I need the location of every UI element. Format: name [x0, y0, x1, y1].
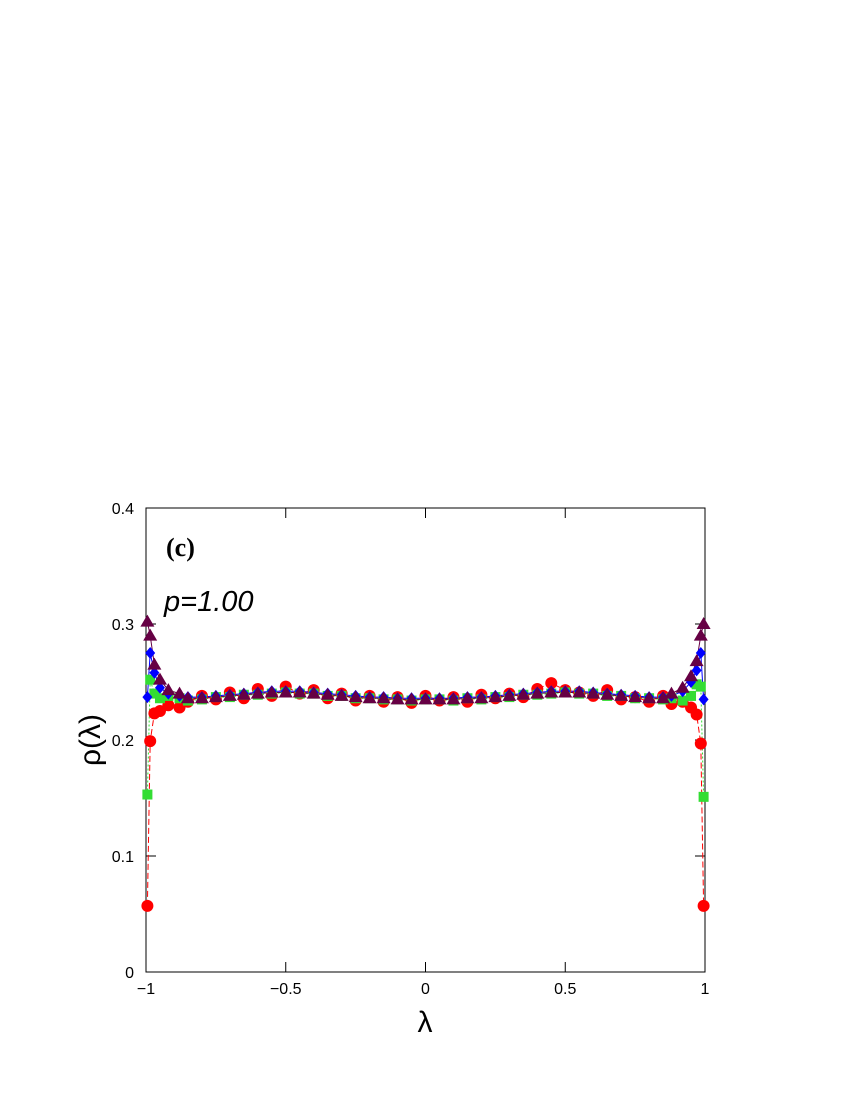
- marker: [614, 688, 629, 701]
- marker: [278, 685, 293, 698]
- marker: [149, 666, 160, 679]
- marker: [250, 686, 265, 699]
- marker: [173, 701, 186, 714]
- marker: [446, 692, 461, 705]
- marker: [675, 680, 690, 693]
- y-axis-label: ρ(λ): [74, 714, 107, 766]
- x-tick-label: 1: [701, 981, 710, 998]
- parameter-label: p=1.00: [163, 586, 254, 618]
- marker: [642, 691, 657, 704]
- y-tick-label: 0.1: [112, 849, 134, 866]
- marker: [154, 693, 165, 704]
- marker: [334, 688, 349, 701]
- marker: [558, 685, 573, 698]
- marker: [162, 699, 175, 712]
- marker: [194, 691, 209, 704]
- marker: [142, 691, 153, 704]
- marker: [143, 628, 158, 641]
- marker: [161, 683, 176, 696]
- marker: [677, 695, 688, 706]
- marker: [145, 647, 156, 659]
- marker: [693, 628, 708, 641]
- marker: [488, 690, 503, 703]
- marker: [689, 654, 704, 667]
- marker: [686, 690, 697, 701]
- marker: [684, 669, 699, 682]
- marker: [292, 685, 307, 698]
- marker: [586, 686, 601, 699]
- marker: [236, 687, 251, 700]
- marker: [153, 705, 166, 717]
- marker: [600, 687, 615, 700]
- marker: [180, 691, 195, 704]
- marker: [572, 685, 587, 698]
- marker: [691, 664, 702, 677]
- marker: [460, 691, 475, 704]
- marker: [694, 737, 707, 750]
- marker: [698, 791, 709, 802]
- marker: [696, 617, 711, 629]
- marker: [474, 691, 489, 704]
- marker: [545, 677, 558, 690]
- panel-label: (c): [166, 533, 195, 562]
- marker: [698, 693, 709, 706]
- marker: [320, 687, 335, 700]
- marker: [432, 692, 447, 705]
- marker: [222, 688, 237, 701]
- marker: [142, 789, 153, 800]
- marker: [628, 690, 643, 703]
- marker: [154, 681, 165, 694]
- x-axis-label: λ: [418, 1006, 433, 1039]
- marker: [145, 674, 156, 685]
- marker: [348, 690, 363, 703]
- x-tick-label: 0: [421, 981, 430, 998]
- marker: [695, 681, 706, 692]
- marker: [516, 687, 531, 700]
- marker: [208, 690, 223, 703]
- y-tick-label: 0.4: [112, 501, 134, 518]
- marker: [418, 692, 433, 705]
- marker: [404, 692, 419, 705]
- marker: [544, 685, 559, 698]
- marker: [697, 899, 710, 912]
- marker: [149, 688, 160, 699]
- marker: [147, 657, 162, 670]
- marker: [695, 647, 706, 659]
- x-tick-label: −1: [137, 981, 155, 998]
- y-tick-label: 0: [125, 965, 134, 982]
- y-tick-label: 0.3: [112, 617, 134, 634]
- marker: [140, 614, 155, 627]
- marker: [152, 672, 167, 685]
- marker: [530, 686, 545, 699]
- marker: [690, 708, 703, 721]
- marker: [664, 686, 679, 699]
- marker: [144, 735, 157, 748]
- marker: [390, 692, 405, 705]
- series-line: [146, 682, 705, 906]
- marker: [264, 685, 279, 698]
- marker: [362, 691, 377, 704]
- marker: [306, 686, 321, 699]
- marker: [376, 691, 391, 704]
- marker: [141, 899, 154, 912]
- x-tick-label: −0.5: [270, 981, 302, 998]
- marker: [502, 688, 517, 701]
- plot-frame: [145, 507, 706, 973]
- x-tick-label: 0.5: [554, 981, 576, 998]
- marker: [172, 686, 187, 699]
- y-tick-label: 0.2: [112, 733, 134, 750]
- marker: [656, 691, 671, 704]
